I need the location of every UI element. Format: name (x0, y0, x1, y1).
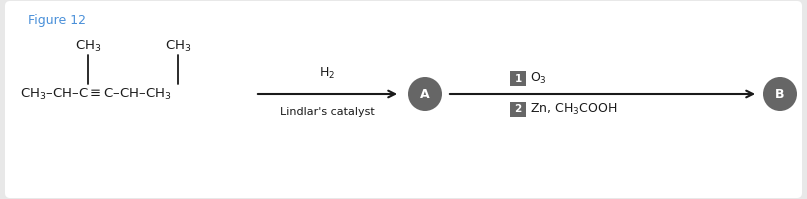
Bar (510, 102, 526, 117)
Circle shape (408, 77, 442, 111)
Text: CH$_3$: CH$_3$ (75, 39, 101, 54)
Text: H$_2$: H$_2$ (320, 66, 336, 81)
Circle shape (763, 77, 797, 111)
Text: 2: 2 (514, 104, 521, 114)
Text: O$_3$: O$_3$ (530, 71, 547, 86)
Text: CH$_3$–CH–C$\equiv$C–CH–CH$_3$: CH$_3$–CH–C$\equiv$C–CH–CH$_3$ (20, 86, 172, 101)
Text: 1: 1 (514, 73, 521, 84)
Text: CH$_3$: CH$_3$ (165, 39, 191, 54)
Text: Figure 12: Figure 12 (28, 14, 86, 27)
FancyBboxPatch shape (5, 1, 802, 198)
Text: Lindlar's catalyst: Lindlar's catalyst (280, 107, 375, 117)
Bar (510, 71, 526, 86)
Text: Zn, CH$_3$COOH: Zn, CH$_3$COOH (530, 102, 617, 117)
Text: A: A (420, 88, 430, 100)
Text: B: B (776, 88, 784, 100)
